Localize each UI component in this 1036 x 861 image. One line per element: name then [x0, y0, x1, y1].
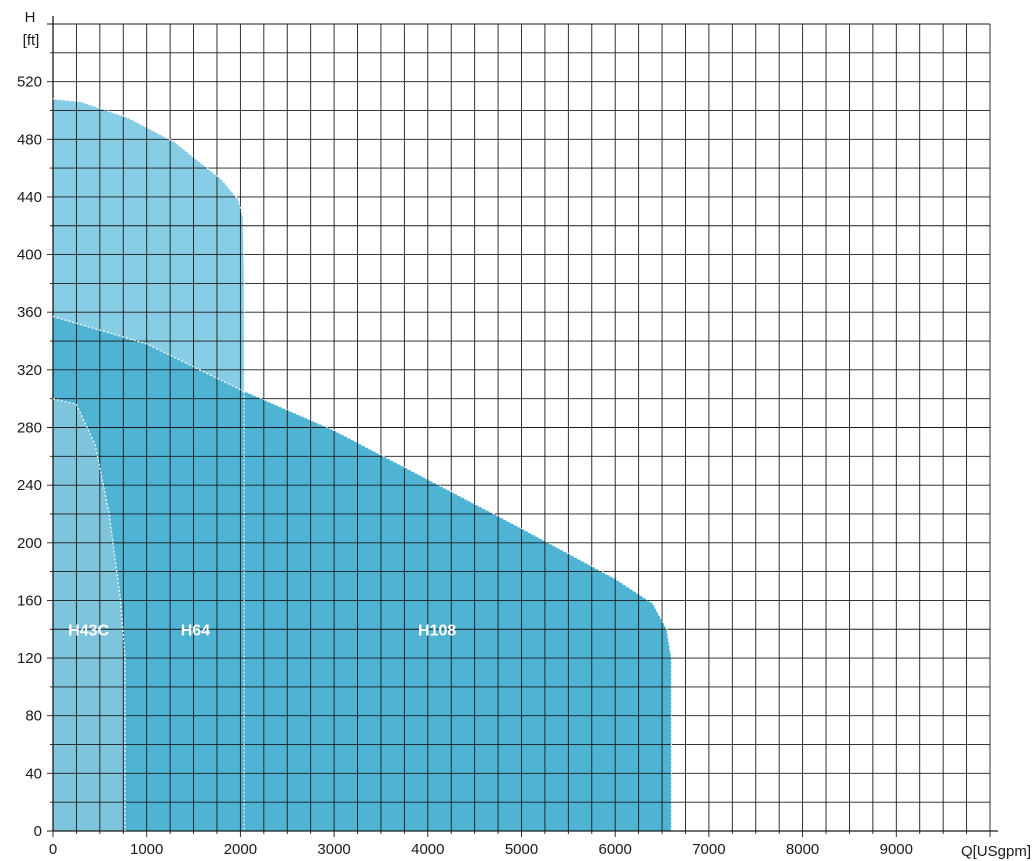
y-tick-label: 200 [17, 535, 42, 552]
region-label-h108: H108 [418, 622, 456, 639]
region-h43c [53, 398, 126, 831]
grid-lines [47, 16, 998, 837]
x-tick-label: 8000 [786, 841, 819, 858]
x-axis-title: Q[USgpm] [961, 843, 1031, 860]
y-axis-unit: [ft] [23, 32, 40, 49]
y-tick-label: 120 [17, 650, 42, 667]
x-tick-label: 1000 [130, 841, 163, 858]
h43c-boundary [52, 398, 126, 831]
y-axis-title: H [25, 9, 36, 26]
h64-boundary [52, 98, 245, 392]
y-tick-label: 520 [17, 74, 42, 91]
region-label-h64: H64 [181, 622, 210, 639]
x-axis-tick-labels: 0 1000 2000 3000 4000 5000 6000 7000 8000 9000 [49, 841, 913, 858]
h108-boundary [244, 390, 672, 831]
y-tick-label: 480 [17, 131, 42, 148]
y-tick-label: 80 [25, 708, 42, 725]
x-tick-label: 3000 [317, 841, 350, 858]
performance-regions [53, 98, 672, 831]
x-tick-label: 6000 [599, 841, 632, 858]
y-tick-label: 160 [17, 592, 42, 609]
region-h108 [53, 316, 672, 831]
region-dividers [52, 98, 672, 831]
y-tick-label: 40 [25, 765, 42, 782]
y-tick-label: 280 [17, 420, 42, 437]
y-tick-label: 320 [17, 362, 42, 379]
y-axis-tick-labels: 0 40 80 120 160 200 240 280 320 360 400 440 480 520 [17, 74, 42, 840]
x-tick-label: 5000 [505, 841, 538, 858]
region-labels: H108 H64 H43C [68, 622, 456, 639]
region-h64 [53, 98, 245, 392]
h64-h108-boundary [52, 315, 245, 393]
x-tick-label: 0 [49, 841, 57, 858]
y-tick-label: 240 [17, 477, 42, 494]
y-tick-label: 0 [34, 823, 42, 840]
x-tick-label: 2000 [224, 841, 257, 858]
x-tick-label: 4000 [411, 841, 444, 858]
y-tick-label: 440 [17, 189, 42, 206]
y-tick-label: 360 [17, 304, 42, 321]
x-tick-label: 7000 [692, 841, 725, 858]
region-label-h43c: H43C [68, 622, 109, 639]
x-tick-label: 9000 [880, 841, 913, 858]
y-tick-label: 400 [17, 247, 42, 264]
